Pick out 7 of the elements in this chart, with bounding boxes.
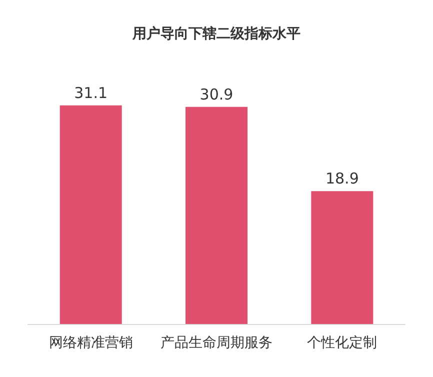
chart-title: 用户导向下辖二级指标水平: [132, 25, 300, 42]
data-label: 30.9: [200, 85, 234, 104]
data-label: 31.1: [74, 84, 108, 102]
x-tick-label: 网络精准营销: [48, 335, 133, 351]
data-label: 18.9: [325, 170, 359, 188]
x-tick-label: 产品生命周期服务: [160, 335, 272, 351]
x-tick-label: 个性化定制: [307, 335, 378, 351]
